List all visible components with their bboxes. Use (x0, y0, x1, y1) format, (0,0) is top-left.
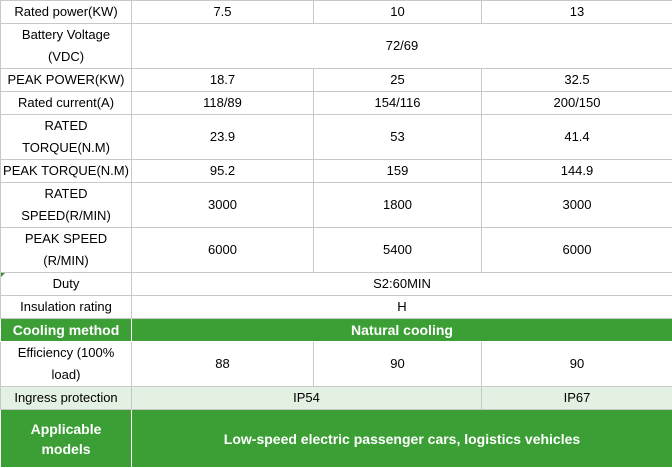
peak-speed-value-1: 6000 (132, 228, 314, 273)
rated-torque-value-1: 23.9 (132, 115, 314, 160)
label-peak-speed-line1: PEAK SPEED (3, 228, 129, 250)
row-peak-torque: PEAK TORQUE(N.M) 95.2 159 144.9 (1, 160, 672, 183)
row-rated-power: Rated power(KW) 7.5 10 13 (1, 1, 672, 24)
label-battery-voltage-line1: Battery Voltage (3, 24, 129, 46)
rated-current-value-1: 118/89 (132, 92, 314, 115)
rated-speed-value-1: 3000 (132, 183, 314, 228)
efficiency-value-2: 90 (314, 342, 482, 387)
label-applicable: Applicable models (1, 410, 132, 468)
peak-speed-value-3: 6000 (482, 228, 672, 273)
row-ingress: Ingress protection IP54 IP67 (1, 387, 672, 410)
row-cooling: Cooling method Natural cooling (1, 319, 672, 342)
peak-power-value-2: 25 (314, 69, 482, 92)
label-insulation: Insulation rating (1, 296, 132, 319)
peak-power-value-3: 32.5 (482, 69, 672, 92)
peak-torque-value-1: 95.2 (132, 160, 314, 183)
rated-power-value-3: 13 (482, 1, 672, 24)
row-battery-voltage: Battery Voltage (VDC) 72/69 (1, 24, 672, 69)
rated-current-value-3: 200/150 (482, 92, 672, 115)
row-rated-torque: RATED TORQUE(N.M) 23.9 53 41.4 (1, 115, 672, 160)
label-applicable-line2: models (3, 439, 129, 459)
label-battery-voltage-line2: (VDC) (3, 46, 129, 68)
applicable-value: Low-speed electric passenger cars, logis… (132, 410, 672, 468)
row-rated-current: Rated current(A) 118/89 154/116 200/150 (1, 92, 672, 115)
battery-voltage-value: 72/69 (132, 24, 672, 69)
rated-speed-value-2: 1800 (314, 183, 482, 228)
row-peak-speed: PEAK SPEED (R/MIN) 6000 5400 6000 (1, 228, 672, 273)
label-applicable-line1: Applicable (3, 419, 129, 439)
label-peak-speed: PEAK SPEED (R/MIN) (1, 228, 132, 273)
row-rated-speed: RATED SPEED(R/MIN) 3000 1800 3000 (1, 183, 672, 228)
row-applicable: Applicable models Low-speed electric pas… (1, 410, 672, 468)
peak-power-value-1: 18.7 (132, 69, 314, 92)
label-rated-speed-line2: SPEED(R/MIN) (3, 205, 129, 227)
label-peak-torque: PEAK TORQUE(N.M) (1, 160, 132, 183)
label-duty: Duty (1, 273, 132, 296)
row-efficiency: Efficiency (100% load) 88 90 90 (1, 342, 672, 387)
label-peak-speed-line2: (R/MIN) (3, 250, 129, 272)
rated-torque-value-2: 53 (314, 115, 482, 160)
row-insulation: Insulation rating H (1, 296, 672, 319)
label-rated-power: Rated power(KW) (1, 1, 132, 24)
insulation-value: H (132, 296, 672, 319)
peak-speed-value-2: 5400 (314, 228, 482, 273)
row-duty: Duty S2:60MIN (1, 273, 672, 296)
label-rated-current: Rated current(A) (1, 92, 132, 115)
efficiency-value-3: 90 (482, 342, 672, 387)
label-cooling: Cooling method (1, 319, 132, 342)
label-rated-torque-line1: RATED (3, 115, 129, 137)
row-peak-power: PEAK POWER(KW) 18.7 25 32.5 (1, 69, 672, 92)
cooling-value: Natural cooling (132, 319, 672, 342)
label-rated-speed-line1: RATED (3, 183, 129, 205)
label-peak-power: PEAK POWER(KW) (1, 69, 132, 92)
ingress-value-2: IP67 (482, 387, 672, 410)
label-battery-voltage: Battery Voltage (VDC) (1, 24, 132, 69)
label-rated-torque: RATED TORQUE(N.M) (1, 115, 132, 160)
ingress-value-1: IP54 (132, 387, 482, 410)
efficiency-value-1: 88 (132, 342, 314, 387)
rated-power-value-1: 7.5 (132, 1, 314, 24)
rated-current-value-2: 154/116 (314, 92, 482, 115)
label-efficiency: Efficiency (100% load) (1, 342, 132, 387)
label-rated-speed: RATED SPEED(R/MIN) (1, 183, 132, 228)
label-efficiency-line2: load) (3, 364, 129, 386)
peak-torque-value-2: 159 (314, 160, 482, 183)
label-ingress: Ingress protection (1, 387, 132, 410)
rated-speed-value-3: 3000 (482, 183, 672, 228)
duty-value: S2:60MIN (132, 273, 672, 296)
rated-torque-value-3: 41.4 (482, 115, 672, 160)
label-rated-torque-line2: TORQUE(N.M) (3, 137, 129, 159)
label-efficiency-line1: Efficiency (100% (3, 342, 129, 364)
peak-torque-value-3: 144.9 (482, 160, 672, 183)
rated-power-value-2: 10 (314, 1, 482, 24)
